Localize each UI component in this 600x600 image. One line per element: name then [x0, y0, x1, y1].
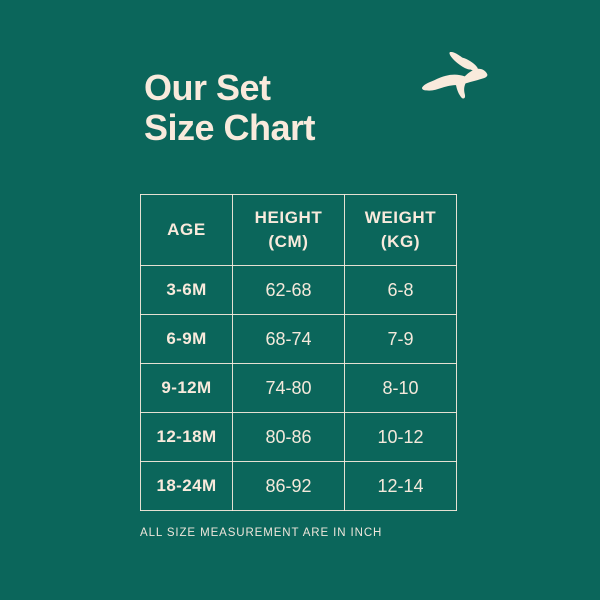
table-row: 18-24M 86-92 12-14: [140, 461, 457, 511]
size-chart-table: AGE HEIGHT (CM) WEIGHT (KG) 3-6M 62-68 6-8 6-9M…: [140, 194, 457, 511]
age-cell: 12-18M: [140, 412, 233, 462]
table-row: 12-18M 80-86 10-12: [140, 412, 457, 462]
table-row: 3-6M 62-68 6-8: [140, 265, 457, 315]
height-cell: 68-74: [232, 314, 345, 364]
weight-cell: 10-12: [344, 412, 457, 462]
age-cell: 9-12M: [140, 363, 233, 413]
height-cell: 80-86: [232, 412, 345, 462]
age-cell: 3-6M: [140, 265, 233, 315]
height-cell: 62-68: [232, 265, 345, 315]
column-header-height-cm: HEIGHT (CM): [232, 194, 345, 266]
table-row: 6-9M 68-74 7-9: [140, 314, 457, 364]
measurement-note: ALL SIZE MEASUREMENT ARE IN INCH: [140, 527, 383, 539]
table-row: 9-12M 74-80 8-10: [140, 363, 457, 413]
table-header-row: AGE HEIGHT (CM) WEIGHT (KG): [140, 194, 457, 266]
page-title: Our Set Size Chart: [144, 67, 316, 148]
age-cell: 6-9M: [140, 314, 233, 364]
height-cell: 86-92: [232, 461, 345, 511]
weight-cell: 8-10: [344, 363, 457, 413]
column-header-weight-kg: WEIGHT (KG): [344, 194, 457, 266]
weight-cell: 7-9: [344, 314, 457, 364]
weight-cell: 6-8: [344, 265, 457, 315]
page-title-line2: Size Chart: [144, 107, 316, 148]
weight-cell: 12-14: [344, 461, 457, 511]
height-cell: 74-80: [232, 363, 345, 413]
page-title-line1: Our Set: [144, 67, 271, 108]
age-cell: 18-24M: [140, 461, 233, 511]
rabbit-logo-icon: [421, 52, 488, 99]
column-header-age: AGE: [140, 194, 233, 266]
